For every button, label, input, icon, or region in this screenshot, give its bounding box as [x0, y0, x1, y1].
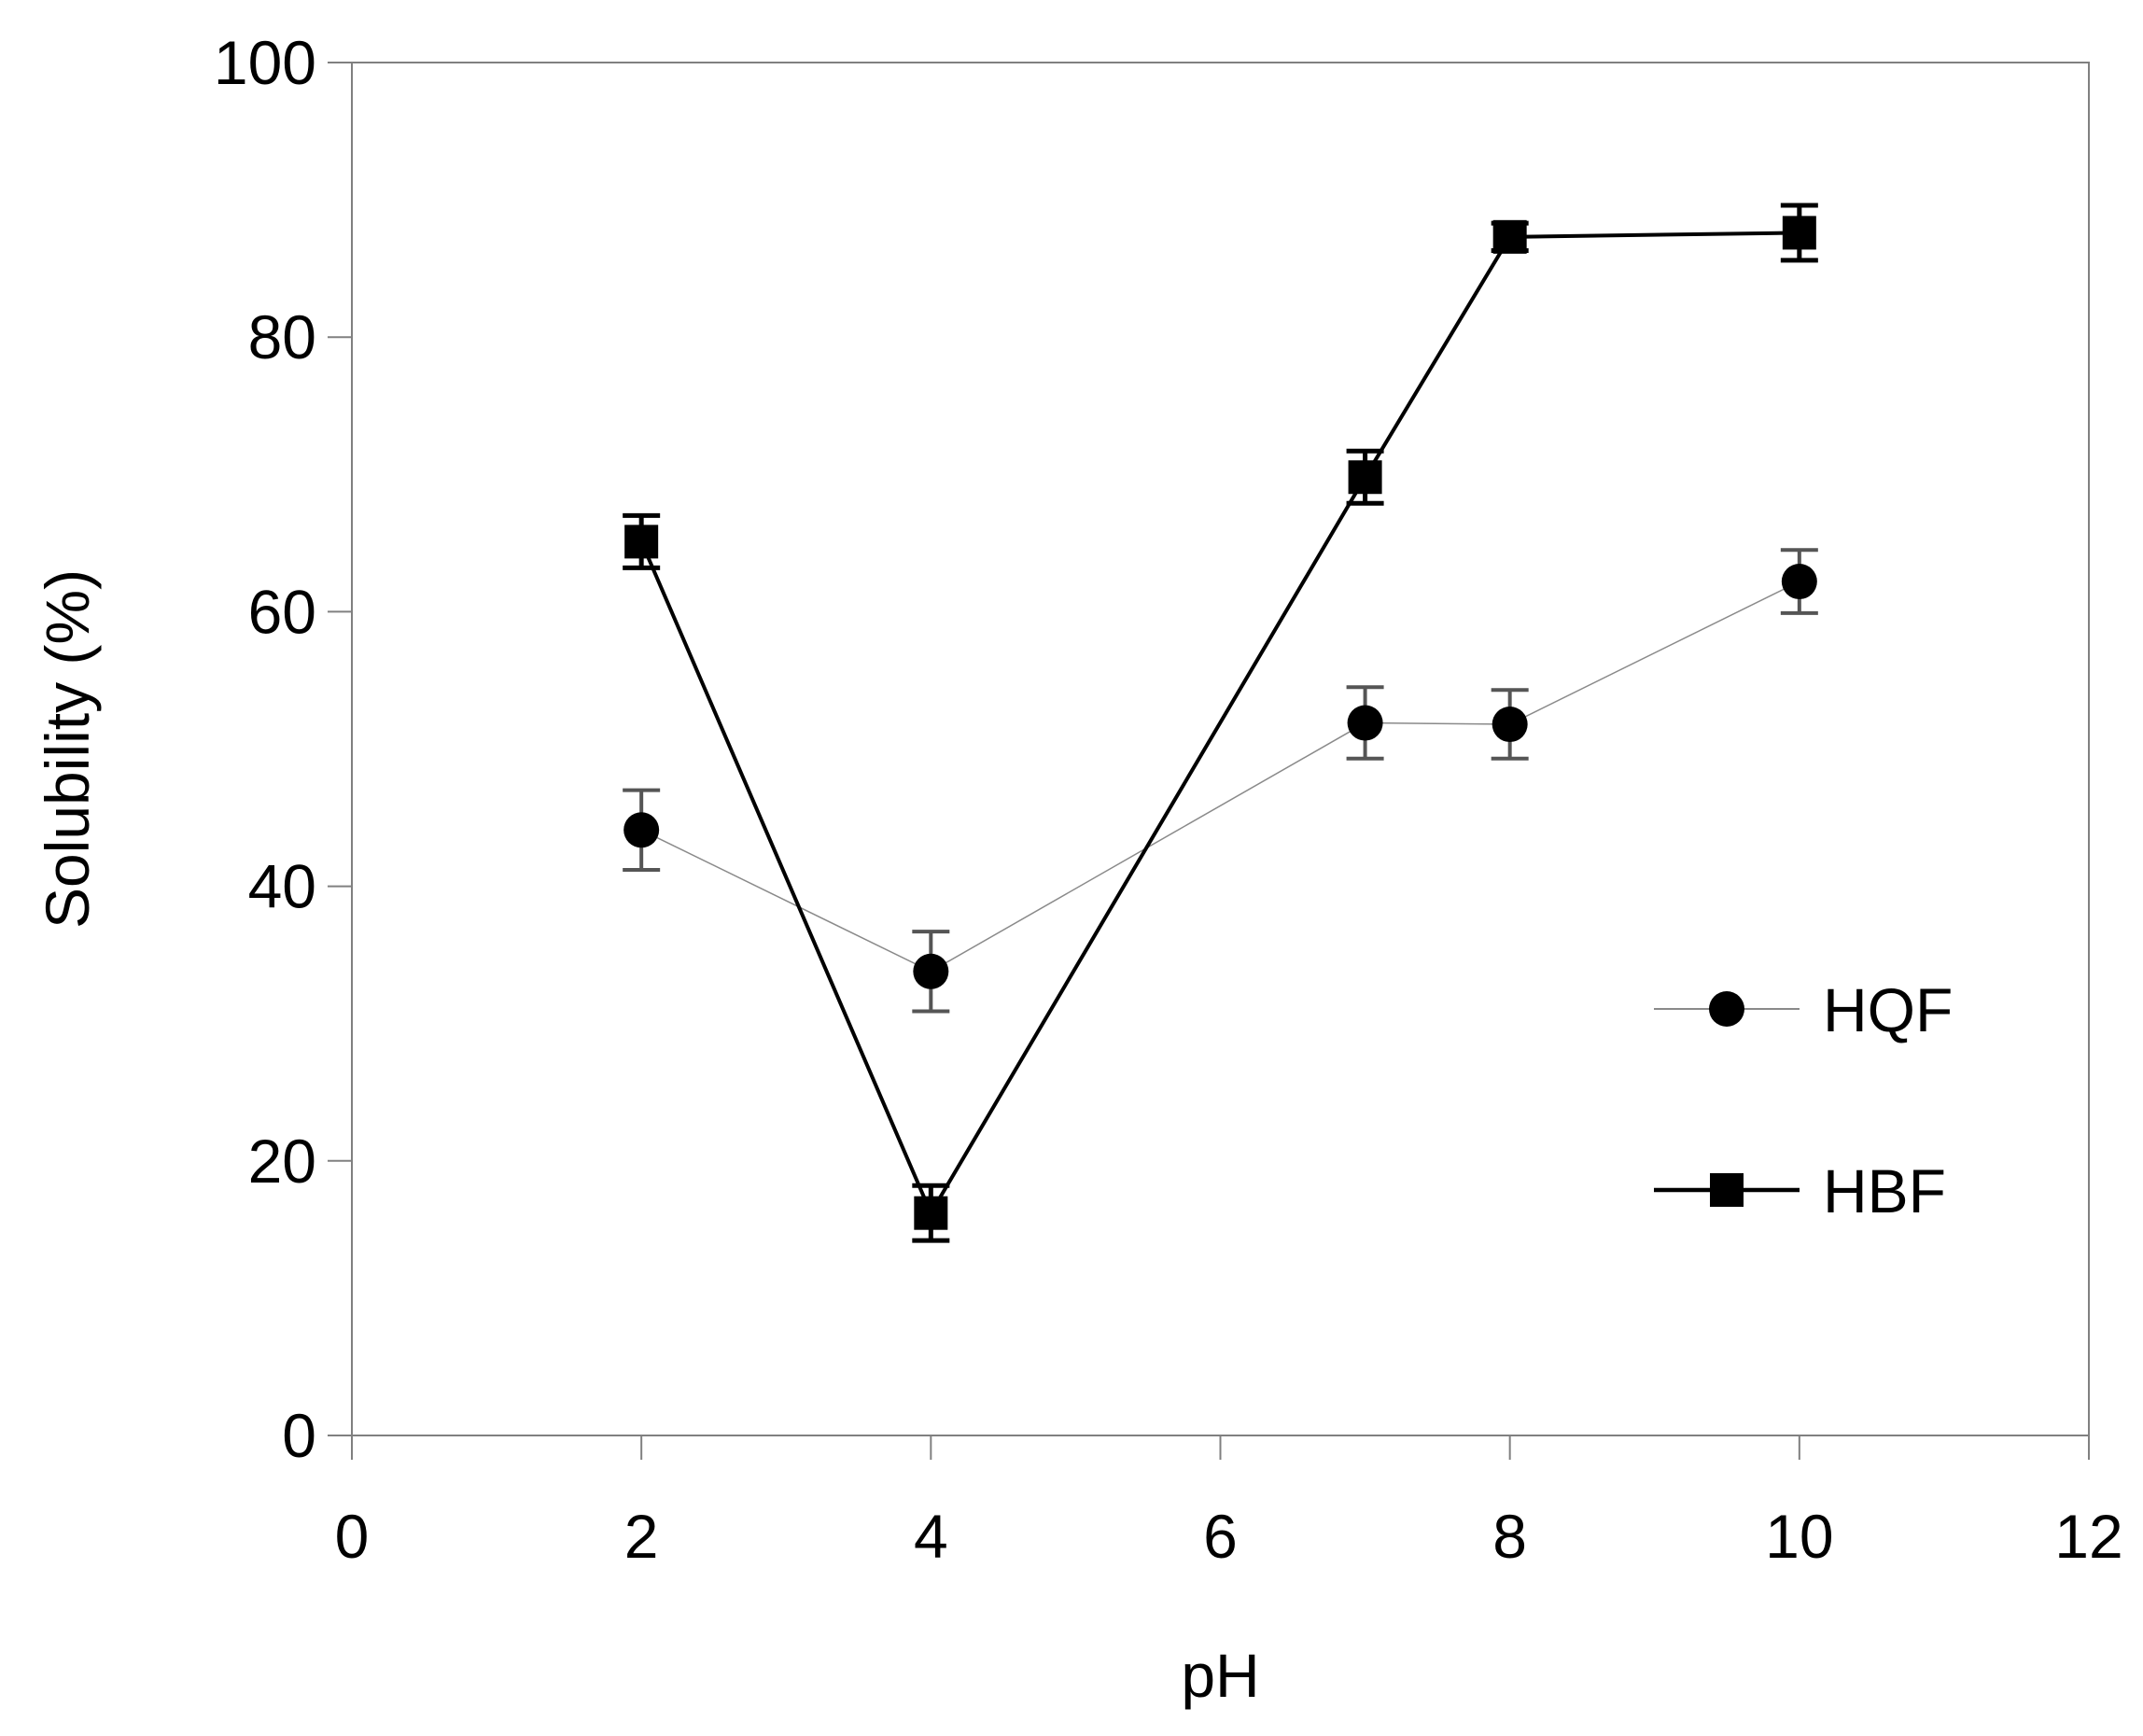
x-tick-label: 8	[1492, 1502, 1527, 1571]
series-layer	[623, 203, 1818, 1243]
series-hbf	[623, 203, 1818, 1243]
data-point-hqf	[1781, 564, 1817, 600]
y-tick-label: 100	[214, 28, 316, 97]
y-tick-label: 40	[248, 852, 316, 921]
data-point-hqf	[1347, 705, 1383, 741]
legend-label-hqf: HQF	[1823, 975, 1953, 1044]
x-tick-label: 10	[1765, 1502, 1833, 1571]
data-point-hqf	[623, 812, 660, 848]
data-point-hbf	[1348, 460, 1382, 495]
legend-marker-hbf	[1710, 1173, 1744, 1207]
legend-item-hqf: HQF	[1654, 975, 1953, 1044]
legend-item-hbf: HBF	[1654, 1156, 1946, 1225]
series-hqf	[623, 548, 1818, 1014]
axes: 0 20 40 60 80 100 0 2 4 6 8 10 12	[214, 28, 2123, 1571]
data-point-hbf	[1492, 219, 1527, 254]
y-tick-label: 60	[248, 577, 316, 646]
x-tick-label: 12	[2054, 1502, 2122, 1571]
y-axis-title: Solubility (%)	[33, 569, 102, 929]
data-point-hbf	[914, 1196, 948, 1230]
x-tick-label: 6	[1203, 1502, 1238, 1571]
y-tick-label: 20	[248, 1127, 316, 1196]
data-point-hbf	[1782, 216, 1816, 250]
legend-label-hbf: HBF	[1823, 1156, 1946, 1225]
x-tick-label: 0	[335, 1502, 370, 1571]
data-point-hqf	[1492, 707, 1528, 743]
y-tick-label: 80	[248, 302, 316, 371]
x-tick-label: 2	[624, 1502, 659, 1571]
data-point-hqf	[913, 953, 949, 989]
legend-marker-hqf	[1709, 991, 1744, 1027]
x-tick-label: 4	[914, 1502, 948, 1571]
legend: HQF HBF	[1654, 975, 1953, 1225]
y-tick-label: 0	[282, 1401, 316, 1470]
x-axis-title: pH	[1181, 1641, 1259, 1710]
data-point-hbf	[624, 525, 659, 559]
